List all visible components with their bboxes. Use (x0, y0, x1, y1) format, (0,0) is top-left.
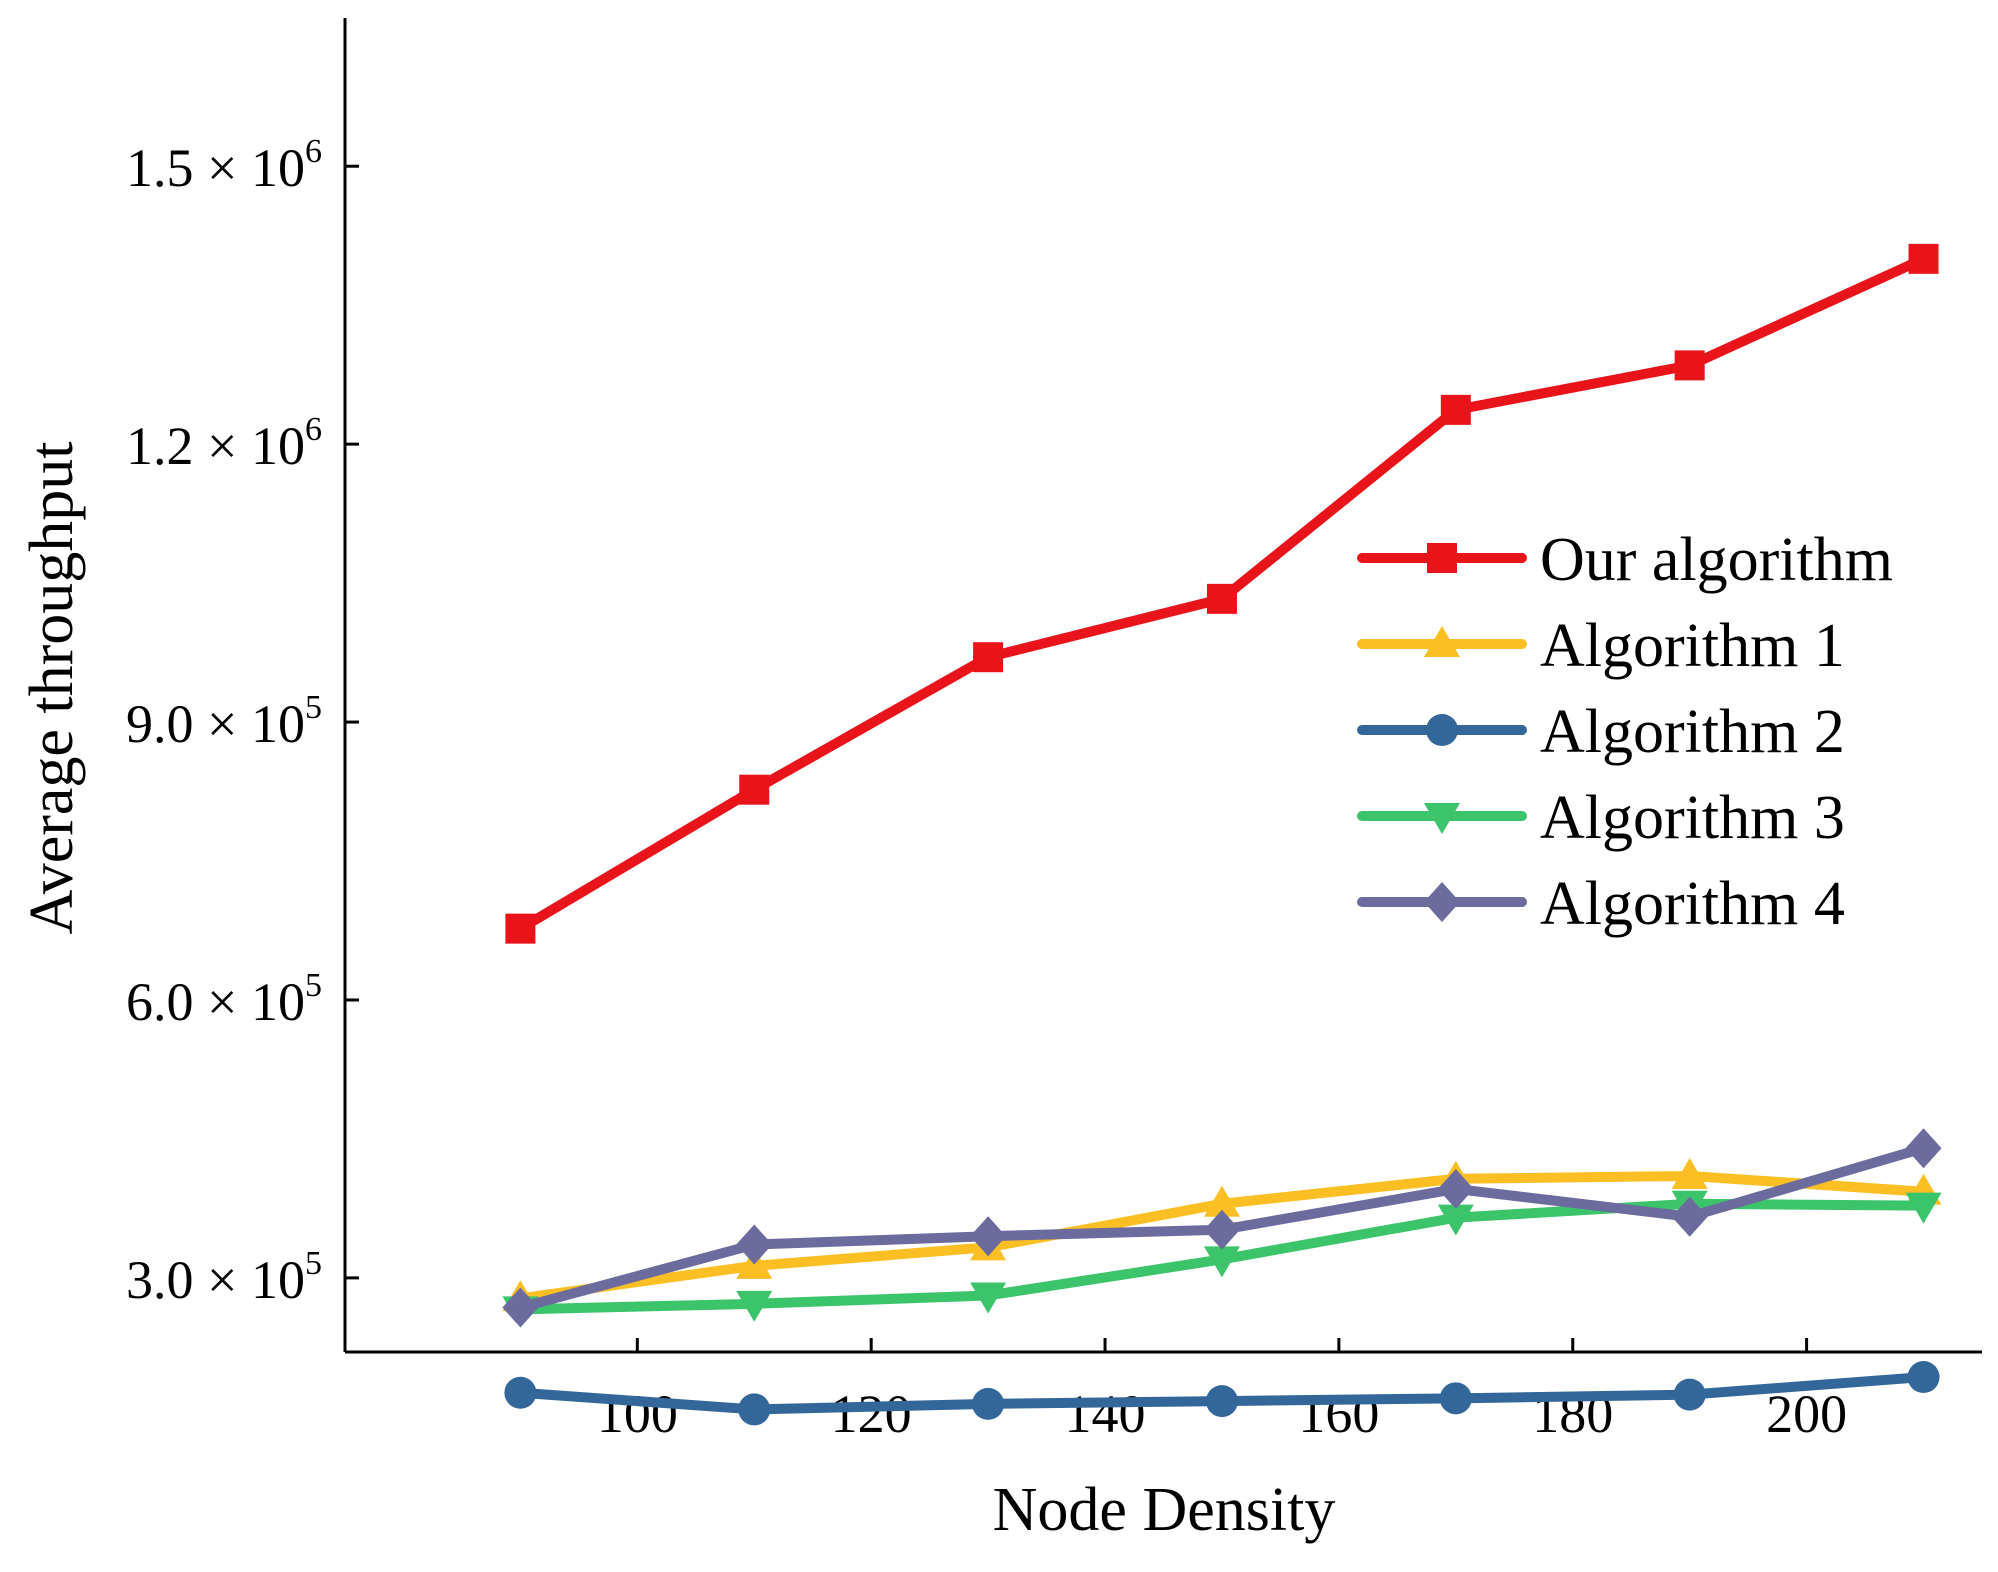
y-tick-base: 10 (251, 1250, 305, 1310)
series-algorithm-4 (502, 1128, 1942, 1328)
y-tick-exponent: 6 (305, 133, 322, 170)
data-point-algorithm-4 (1437, 1168, 1474, 1209)
legend-item-algorithm-1: Algorithm 1 (1357, 612, 1845, 680)
x-tick-label: 140 (1065, 1384, 1146, 1444)
y-tick-mantissa: 6.0 (126, 972, 207, 1032)
y-tick-exponent: 5 (305, 967, 322, 1004)
series-group (502, 243, 1942, 1426)
legend-marker (1426, 714, 1458, 746)
legend-label: Algorithm 4 (1540, 870, 1845, 938)
y-tick-mantissa: 3.0 (126, 1250, 207, 1310)
x-tick-label: 100 (597, 1384, 678, 1444)
x-axis-ticks: 100 120 140 160 180 200 (597, 1338, 1847, 1444)
legend-marker (1424, 626, 1460, 657)
data-point-our-algorithm (505, 913, 536, 944)
data-point-algorithm-2 (504, 1376, 537, 1409)
legend-marker (1427, 543, 1457, 573)
data-point-algorithm-2 (1907, 1361, 1940, 1394)
y-tick-exponent: 5 (305, 689, 322, 726)
legend-marker (1424, 803, 1460, 834)
y-axis-title: Average throughput (18, 442, 86, 935)
legend-label: Algorithm 3 (1540, 784, 1845, 852)
data-point-algorithm-4 (1905, 1128, 1942, 1169)
legend-item-algorithm-3: Algorithm 3 (1357, 784, 1845, 852)
y-tick-base: 10 (251, 694, 305, 754)
y-tick-times: × (207, 1250, 251, 1310)
legend: Our algorithm Algorithm 1 Algorithm 2 Algor… (1357, 526, 1893, 938)
data-point-algorithm-4 (736, 1224, 773, 1265)
y-tick-exponent: 6 (305, 411, 322, 448)
data-point-algorithm-3 (970, 1282, 1007, 1314)
data-point-algorithm-3 (1203, 1246, 1240, 1278)
y-tick-label: 3.0 × 105 (126, 1245, 322, 1310)
x-tick-label: 200 (1766, 1384, 1847, 1444)
y-tick-mantissa: 9.0 (126, 694, 207, 754)
y-tick-mantissa: 1.5 (126, 138, 207, 198)
y-tick-base: 10 (251, 138, 305, 198)
x-tick-label: 160 (1298, 1384, 1379, 1444)
y-tick-label: 1.5 × 106 (126, 133, 322, 198)
data-point-algorithm-2 (738, 1393, 771, 1426)
legend-item-algorithm-2: Algorithm 2 (1357, 698, 1845, 766)
x-tick-label: 120 (831, 1384, 912, 1444)
data-point-algorithm-4 (1203, 1209, 1240, 1250)
data-point-algorithm-4 (502, 1287, 539, 1328)
axes (343, 18, 1982, 1354)
y-tick-times: × (207, 138, 251, 198)
data-point-algorithm-1 (1671, 1157, 1708, 1189)
data-point-our-algorithm (1674, 350, 1705, 381)
data-point-our-algorithm (739, 774, 770, 805)
data-point-algorithm-3 (1437, 1204, 1474, 1236)
data-point-algorithm-2 (1205, 1385, 1238, 1418)
data-point-our-algorithm (1440, 394, 1471, 425)
y-tick-label: 6.0 × 105 (126, 967, 322, 1032)
y-tick-label: 9.0 × 105 (126, 689, 322, 754)
y-tick-times: × (207, 694, 251, 754)
data-point-algorithm-3 (1905, 1192, 1942, 1224)
y-tick-base: 10 (251, 972, 305, 1032)
y-tick-times: × (207, 972, 251, 1032)
data-point-algorithm-2 (1673, 1378, 1706, 1411)
y-tick-times: × (207, 416, 251, 476)
legend-label: Algorithm 1 (1540, 612, 1845, 680)
data-point-algorithm-1 (1203, 1185, 1240, 1217)
series-algorithm-2 (504, 1361, 1940, 1426)
y-tick-label: 1.2 × 106 (126, 411, 322, 476)
legend-marker (1424, 882, 1460, 922)
legend-label: Algorithm 2 (1540, 698, 1845, 766)
legend-item-algorithm-4: Algorithm 4 (1357, 870, 1845, 938)
legend-item-our-algorithm: Our algorithm (1357, 526, 1893, 594)
series-our-algorithm (505, 243, 1939, 944)
data-point-algorithm-3 (736, 1290, 773, 1322)
y-tick-mantissa: 1.2 (126, 416, 207, 476)
data-point-algorithm-4 (970, 1216, 1007, 1257)
data-point-algorithm-2 (972, 1387, 1005, 1420)
y-tick-base: 10 (251, 416, 305, 476)
x-axis-title: Node Density (993, 1476, 1336, 1544)
data-point-our-algorithm (1908, 243, 1939, 274)
data-point-our-algorithm (1206, 583, 1237, 614)
data-point-our-algorithm (973, 642, 1004, 673)
y-tick-exponent: 5 (305, 1245, 322, 1282)
data-point-algorithm-2 (1439, 1382, 1472, 1415)
legend-label: Our algorithm (1540, 526, 1893, 594)
data-point-algorithm-4 (1671, 1196, 1708, 1237)
